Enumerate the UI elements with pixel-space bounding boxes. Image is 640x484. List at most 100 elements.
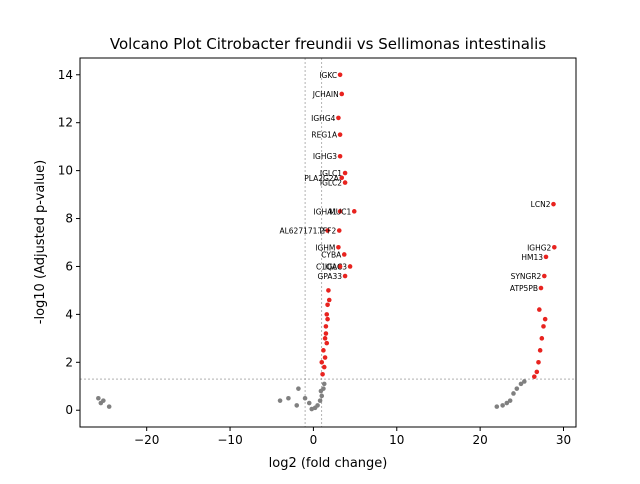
data-point [320,371,325,377]
data-point [494,404,500,409]
data-point [552,244,557,250]
point-label: JCHAIN [312,90,339,99]
data-point [294,403,300,408]
x-tick-label: 20 [472,433,487,447]
y-tick-label: 4 [65,307,73,321]
data-point [339,175,345,181]
data-point [337,153,343,159]
data-point [342,180,348,185]
data-point [351,209,357,214]
data-point [302,395,308,401]
point-label: IGHG2 [527,243,551,252]
data-point [296,386,301,391]
data-point [542,316,548,322]
data-point [106,404,112,409]
point-label: IGKC [319,71,337,80]
x-axis-label: log2 (fold change) [269,456,388,471]
point-label: IGHM [315,243,335,252]
data-point [315,403,320,408]
x-tick-label: 0 [310,433,318,447]
y-tick-label: 2 [65,355,73,369]
data-point [511,391,516,396]
data-point [317,398,323,403]
data-points [96,72,557,412]
y-tick-label: 6 [65,259,73,273]
data-point [318,388,324,394]
data-point [323,324,329,329]
point-label: MUC1 [329,207,351,216]
data-point [536,360,541,365]
data-point [336,228,342,233]
chart-title: Volcano Plot Citrobacter freundii vs Sel… [110,35,546,53]
data-point [342,273,348,279]
data-point [325,228,330,233]
data-point [322,336,328,341]
x-tick-label: 30 [556,433,571,447]
data-point [532,374,537,379]
data-point [306,400,312,406]
data-point [319,360,325,365]
data-point [339,91,345,97]
data-point [500,403,505,408]
x-tick-label: 10 [389,433,404,447]
data-point [518,381,524,387]
point-label: IGHG4 [311,114,335,123]
x-tick-label: −20 [134,433,159,447]
data-point [326,288,331,293]
data-point [504,400,510,406]
data-point [336,244,341,250]
data-point [325,302,330,308]
data-point [341,252,347,257]
data-point [309,406,315,412]
data-point [537,348,543,353]
data-point [324,312,330,317]
data-point [551,201,556,207]
data-point [322,355,328,360]
point-label: GPA33 [318,272,343,281]
data-point [337,132,343,137]
data-point [342,170,348,176]
data-point [543,254,549,260]
data-point [537,307,542,312]
data-point [541,324,546,329]
point-label: TFF2 [317,227,336,236]
x-tick-label: −10 [217,433,242,447]
y-tick-label: 10 [58,164,73,178]
point-label: PLA2G2A [304,174,339,183]
data-point [538,285,544,291]
data-point [337,209,343,214]
y-tick-label: 0 [65,403,73,417]
data-point [321,381,327,387]
data-point [337,72,343,78]
data-point [336,115,341,121]
y-tick-label: 12 [58,116,73,130]
point-label: IGHG3 [313,152,337,161]
data-point [324,340,330,346]
point-label: IGHA1 [314,207,338,216]
data-point [522,379,527,384]
y-axis-label: -log10 (Adjusted p-value) [33,160,48,324]
point-label: REG1A [311,131,338,140]
y-axis: 0 2 4 6 8 10 12 14 [58,68,80,417]
point-label: HM13 [521,253,543,262]
data-point [101,398,106,403]
data-point [542,273,547,279]
data-point [323,331,329,336]
data-point [96,395,101,401]
x-axis: −20 −10 0 10 20 30 [134,427,571,447]
data-point [507,398,513,403]
point-label: IGLC2 [320,179,342,188]
reference-lines [80,58,576,427]
data-point [534,369,540,375]
data-point [514,386,520,391]
data-point [325,316,330,322]
data-point [337,264,343,269]
y-tick-label: 14 [58,68,73,82]
data-point [539,336,545,341]
point-label: SYNGR2 [511,272,542,281]
data-point [321,364,327,370]
data-point [321,348,326,353]
data-point [277,398,283,403]
